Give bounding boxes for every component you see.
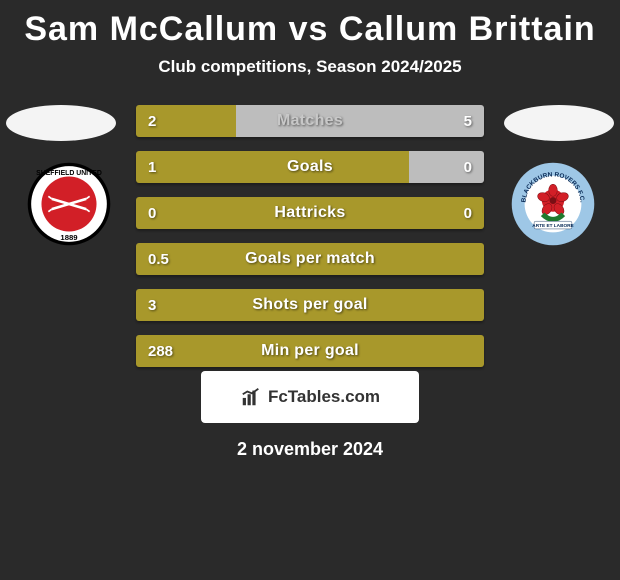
stat-value-left: 1 — [148, 151, 156, 183]
club-badge-left: SHEFFIELD UNITED 1889 — [26, 161, 112, 247]
comparison-date: 2 november 2024 — [0, 439, 620, 460]
stat-bar-right — [409, 151, 484, 183]
comparison-subtitle: Club competitions, Season 2024/2025 — [0, 57, 620, 77]
stat-row: 00Hattricks — [136, 197, 484, 229]
stat-row: 10Goals — [136, 151, 484, 183]
comparison-title: Sam McCallum vs Callum Brittain — [0, 0, 620, 49]
svg-text:1889: 1889 — [60, 233, 78, 242]
stat-value-right: 0 — [464, 151, 472, 183]
stat-row: 0.5Goals per match — [136, 243, 484, 275]
stat-bars: 25Matches10Goals00Hattricks0.5Goals per … — [136, 105, 484, 381]
attribution-text: FcTables.com — [268, 387, 380, 407]
stat-bar-left — [136, 335, 484, 367]
comparison-content: SHEFFIELD UNITED 1889 ARTE ET LABORE — [0, 105, 620, 365]
stat-bar-right — [236, 105, 484, 137]
svg-text:ARTE ET LABORE: ARTE ET LABORE — [532, 223, 573, 229]
stat-value-left: 0 — [148, 197, 156, 229]
stat-row: 25Matches — [136, 105, 484, 137]
blackburn-rovers-crest-icon: ARTE ET LABORE BLACKBURN ROVERS F.C. — [510, 161, 596, 247]
stat-row: 3Shots per goal — [136, 289, 484, 321]
stat-value-left: 0.5 — [148, 243, 169, 275]
player-left-oval — [6, 105, 116, 141]
stat-bar-left — [136, 289, 484, 321]
chart-icon — [240, 386, 262, 408]
stat-bar-left — [136, 243, 484, 275]
stat-value-right: 5 — [464, 105, 472, 137]
stat-row: 288Min per goal — [136, 335, 484, 367]
stat-value-left: 2 — [148, 105, 156, 137]
svg-text:SHEFFIELD UNITED: SHEFFIELD UNITED — [36, 170, 102, 177]
stat-value-right: 0 — [464, 197, 472, 229]
stat-bar-left — [136, 151, 409, 183]
stat-bar-left — [136, 197, 484, 229]
club-badge-right: ARTE ET LABORE BLACKBURN ROVERS F.C. — [510, 161, 596, 247]
player-right-oval — [504, 105, 614, 141]
stat-value-left: 288 — [148, 335, 173, 367]
stat-value-left: 3 — [148, 289, 156, 321]
sheffield-united-crest-icon: SHEFFIELD UNITED 1889 — [26, 161, 112, 247]
